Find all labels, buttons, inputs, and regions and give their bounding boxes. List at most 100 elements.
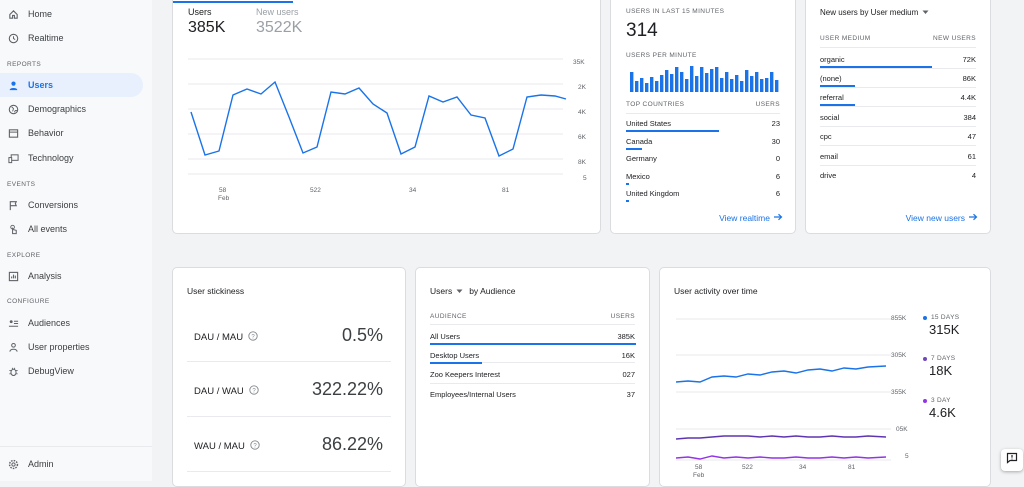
- country-name: Canada: [626, 137, 653, 146]
- nav-technology-label: Technology: [28, 153, 74, 163]
- audience-bar: [430, 362, 482, 364]
- medium-title-dropdown[interactable]: New users by User medium: [820, 8, 929, 17]
- nav-conversions-label: Conversions: [28, 200, 79, 210]
- flag-icon: [7, 199, 19, 211]
- activity-y-tick-1: 855K: [891, 315, 907, 322]
- nav-analysis-label: Analysis: [28, 271, 62, 281]
- devices-icon: [7, 152, 19, 164]
- medium-row[interactable]: referral 4.4K: [820, 93, 976, 102]
- activity-x-tick-1: 58: [695, 464, 703, 471]
- nav-technology[interactable]: Technology: [0, 146, 143, 170]
- audience-row[interactable]: Desktop Users 16K: [430, 351, 635, 360]
- medium-value: 384: [963, 113, 976, 122]
- medium-row[interactable]: email 61: [820, 152, 976, 161]
- medium-row[interactable]: organic 72K: [820, 55, 976, 64]
- users-y-tick-3: 4K: [578, 109, 586, 116]
- users-x-tick-1: 58: [219, 187, 227, 194]
- nav-user-properties-label: User properties: [28, 342, 90, 352]
- touch-icon: [7, 223, 19, 235]
- row-divider: [820, 87, 976, 88]
- country-name: Mexico: [626, 172, 650, 181]
- globe-icon: [7, 103, 19, 115]
- users-per-minute-chart: [630, 66, 779, 92]
- new-users-by-medium-card: New users by User medium USER MEDIUM NEW…: [805, 0, 991, 234]
- medium-bar: [820, 66, 932, 68]
- nav-user-properties[interactable]: User properties: [0, 335, 143, 359]
- nav-admin-label: Admin: [28, 459, 54, 469]
- nav-conversions[interactable]: Conversions: [0, 193, 143, 217]
- users-metric-label[interactable]: Users: [188, 7, 212, 17]
- audience-row[interactable]: All Users 385K: [430, 332, 635, 341]
- countries-header-divider: [626, 113, 780, 114]
- medium-row[interactable]: social 384: [820, 113, 976, 122]
- nav-users[interactable]: Users: [0, 73, 143, 97]
- nav-debugview[interactable]: DebugView: [0, 359, 143, 383]
- audience-name: All Users: [430, 332, 461, 341]
- nav-realtime[interactable]: Realtime: [0, 26, 143, 50]
- dropdown-caret-icon: [922, 8, 929, 17]
- audiences-icon: [7, 317, 19, 329]
- row-divider: [187, 471, 391, 472]
- new-users-metric-label[interactable]: New users: [256, 7, 299, 17]
- activity-x-tick-3: 34: [799, 464, 807, 471]
- stickiness-label: WAU / MAU: [194, 441, 245, 452]
- audience-row[interactable]: Zoo Keepers Interest 027: [430, 370, 635, 379]
- view-new-users-link[interactable]: View new users: [906, 213, 978, 223]
- audience-metric-dropdown[interactable]: Users: [430, 286, 469, 296]
- nav-all-events[interactable]: All events: [0, 217, 143, 241]
- audience-value: 385K: [617, 332, 635, 341]
- legend-3-day: 3 DAY 4.6K: [923, 397, 956, 420]
- medium-value: 47: [967, 132, 976, 141]
- row-divider: [482, 362, 635, 363]
- configure-section-label: CONFIGURE: [7, 298, 50, 305]
- nav-admin[interactable]: Admin: [0, 452, 143, 476]
- country-name: United States: [626, 119, 672, 128]
- country-row[interactable]: United Kingdom 6: [626, 189, 780, 198]
- medium-name: (none): [820, 74, 842, 83]
- legend-label: 15 DAYS: [931, 314, 960, 321]
- medium-row[interactable]: cpc 47: [820, 132, 976, 141]
- nav-behavior[interactable]: Behavior: [0, 121, 143, 145]
- help-icon[interactable]: ?: [248, 331, 258, 344]
- audience-title: Users by Audience: [430, 286, 516, 296]
- activity-y-tick-2: 305K: [891, 352, 907, 359]
- medium-name: email: [820, 152, 838, 161]
- clock-icon: [7, 32, 19, 44]
- sidebar: Home Realtime REPORTS Users Demographics…: [0, 0, 152, 481]
- nav-audiences[interactable]: Audiences: [0, 311, 143, 335]
- medium-value: 72K: [962, 55, 976, 64]
- users-y-tick-2: 2K: [578, 84, 586, 91]
- help-icon[interactable]: ?: [250, 440, 260, 453]
- audience-value: 37: [626, 390, 635, 399]
- nav-demographics[interactable]: Demographics: [0, 97, 143, 121]
- activity-x-sub: Feb: [693, 472, 705, 479]
- users-x-tick-2: 522: [310, 187, 321, 194]
- legend-7-days: 7 DAYS 18K: [923, 355, 955, 378]
- nav-users-label: Users: [28, 80, 54, 90]
- home-icon: [7, 8, 19, 20]
- stickiness-label: DAU / WAU: [194, 386, 244, 397]
- audience-row[interactable]: Employees/Internal Users 37: [430, 390, 635, 399]
- row-divider: [187, 416, 391, 417]
- country-row[interactable]: Mexico 6: [626, 172, 780, 181]
- view-realtime-link[interactable]: View realtime: [719, 213, 783, 223]
- audience-name: Employees/Internal Users: [430, 390, 516, 399]
- top-countries-header: TOP COUNTRIES: [626, 101, 685, 108]
- medium-row[interactable]: drive 4: [820, 171, 976, 180]
- legend-dot-icon: [923, 315, 927, 320]
- legend-dot-icon: [923, 398, 927, 403]
- users-y-tick-1: 35K: [573, 59, 585, 66]
- country-row[interactable]: Germany 0: [626, 154, 780, 163]
- explore-section-label: EXPLORE: [7, 252, 41, 259]
- country-row[interactable]: United States 23: [626, 119, 780, 128]
- feedback-button[interactable]: [1001, 449, 1023, 471]
- help-icon[interactable]: ?: [249, 385, 259, 398]
- country-row[interactable]: Canada 30: [626, 137, 780, 146]
- nav-home[interactable]: Home: [0, 2, 143, 26]
- row-divider: [820, 68, 976, 69]
- nav-analysis[interactable]: Analysis: [0, 264, 143, 288]
- svg-text:?: ?: [253, 443, 257, 449]
- audience-title-suffix: by Audience: [469, 286, 516, 296]
- users-line-chart: [188, 58, 567, 175]
- medium-row[interactable]: (none) 86K: [820, 74, 976, 83]
